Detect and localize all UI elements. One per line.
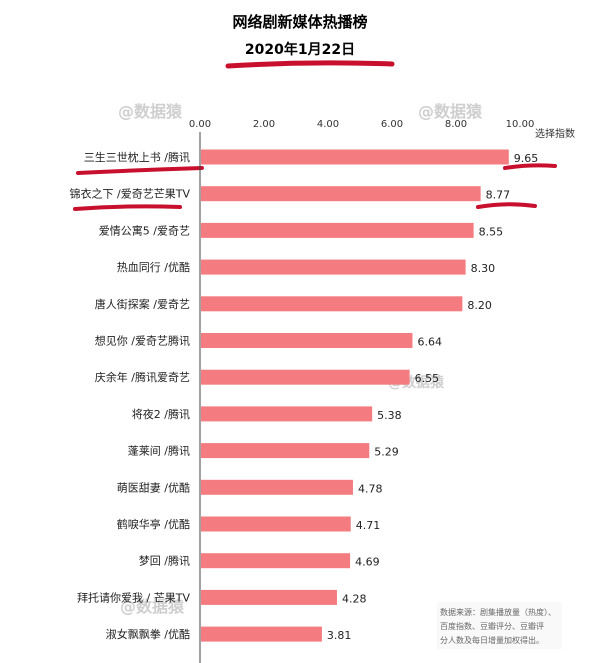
bar-11 bbox=[201, 553, 351, 569]
annotation-underline-value2 bbox=[476, 202, 537, 209]
category-label-7: 将夜2 /腾讯 bbox=[132, 407, 190, 421]
value-label-7: 5.38 bbox=[377, 409, 402, 422]
bar-1 bbox=[201, 186, 481, 202]
x-tick-label-4: 8.00 bbox=[445, 119, 467, 130]
value-label-6: 6.55 bbox=[415, 372, 440, 385]
value-label-4: 8.20 bbox=[467, 299, 492, 312]
x-tick-label-2: 4.00 bbox=[317, 119, 339, 130]
source-note-line-3: 分人数及每日增量加权得出。 bbox=[440, 635, 544, 645]
category-label-6: 庆余年 /腾讯爱奇艺 bbox=[95, 370, 190, 384]
value-label-10: 4.71 bbox=[356, 519, 381, 532]
value-label-11: 4.69 bbox=[355, 556, 380, 569]
value-label-1: 8.77 bbox=[486, 189, 511, 202]
x-tick-label-0: 0.00 bbox=[189, 119, 211, 130]
category-label-12: 拜托请你爱我 / 芒果TV bbox=[77, 590, 190, 604]
x-tick-label-3: 6.00 bbox=[381, 119, 403, 130]
value-label-3: 8.30 bbox=[471, 262, 496, 275]
source-note-line-2: 百度指数、豆瓣评分、豆瓣评 bbox=[440, 621, 544, 631]
value-label-2: 8.55 bbox=[479, 225, 504, 238]
bar-2 bbox=[201, 222, 474, 238]
category-label-5: 想见你 /爱奇艺腾讯 bbox=[95, 334, 190, 348]
category-label-0: 三生三世枕上书 /腾讯 bbox=[84, 150, 190, 164]
watermark-top-left: @数据猿 bbox=[118, 102, 183, 121]
category-label-10: 鹤唳华亭 /优酷 bbox=[117, 517, 190, 531]
annotation-underline-row1 bbox=[76, 166, 204, 175]
source-note-box bbox=[437, 602, 562, 649]
watermark-bottom: @数据猿 bbox=[120, 597, 185, 616]
annotation-underline-date bbox=[225, 60, 395, 69]
annotation-underline-row2 bbox=[73, 204, 182, 211]
value-label-8: 5.29 bbox=[374, 446, 399, 459]
category-label-3: 热血同行 /优酷 bbox=[117, 260, 190, 274]
value-label-5: 6.64 bbox=[417, 336, 442, 349]
bar-8 bbox=[201, 443, 370, 459]
x-tick-label-1: 2.00 bbox=[253, 119, 275, 130]
x-tick-label-5: 10.00 bbox=[506, 119, 535, 130]
category-label-9: 萌医甜妻 /优酷 bbox=[117, 480, 190, 494]
chart-title: 网络剧新媒体热播榜 bbox=[232, 13, 367, 31]
category-label-8: 蓬莱间 /腾讯 bbox=[128, 444, 190, 458]
category-label-4: 唐人街探案 /爱奇艺 bbox=[95, 297, 190, 311]
annotation-underline-value1 bbox=[503, 163, 557, 170]
bar-13 bbox=[201, 626, 322, 642]
value-label-9: 4.78 bbox=[358, 482, 383, 495]
value-label-0: 9.65 bbox=[514, 152, 539, 165]
bar-9 bbox=[201, 479, 353, 495]
bar-12 bbox=[201, 589, 337, 605]
category-label-2: 爱情公寓5 /爱奇艺 bbox=[99, 223, 190, 237]
bar-5 bbox=[201, 333, 413, 348]
watermark-top-right: @数据猿 bbox=[418, 102, 483, 121]
bar-0 bbox=[201, 149, 509, 165]
bar-6 bbox=[201, 369, 410, 385]
bar-10 bbox=[201, 516, 351, 532]
bar-3 bbox=[201, 259, 466, 275]
x-axis-title: 选择指数 bbox=[535, 127, 575, 140]
bar-4 bbox=[201, 296, 463, 312]
chart-subtitle: 2020年1月22日 bbox=[245, 41, 355, 58]
category-label-1: 锦衣之下 /爱奇艺芒果TV bbox=[70, 187, 191, 201]
value-label-12: 4.28 bbox=[342, 592, 367, 605]
category-label-11: 梦回 /腾讯 bbox=[139, 554, 190, 568]
value-label-13: 3.81 bbox=[327, 629, 352, 642]
bar-7 bbox=[201, 406, 373, 422]
category-label-13: 淑女飘飘拳 /优酷 bbox=[106, 627, 190, 641]
source-note-line-1: 数据来源：剧集播放量（热度）、 bbox=[440, 607, 556, 617]
